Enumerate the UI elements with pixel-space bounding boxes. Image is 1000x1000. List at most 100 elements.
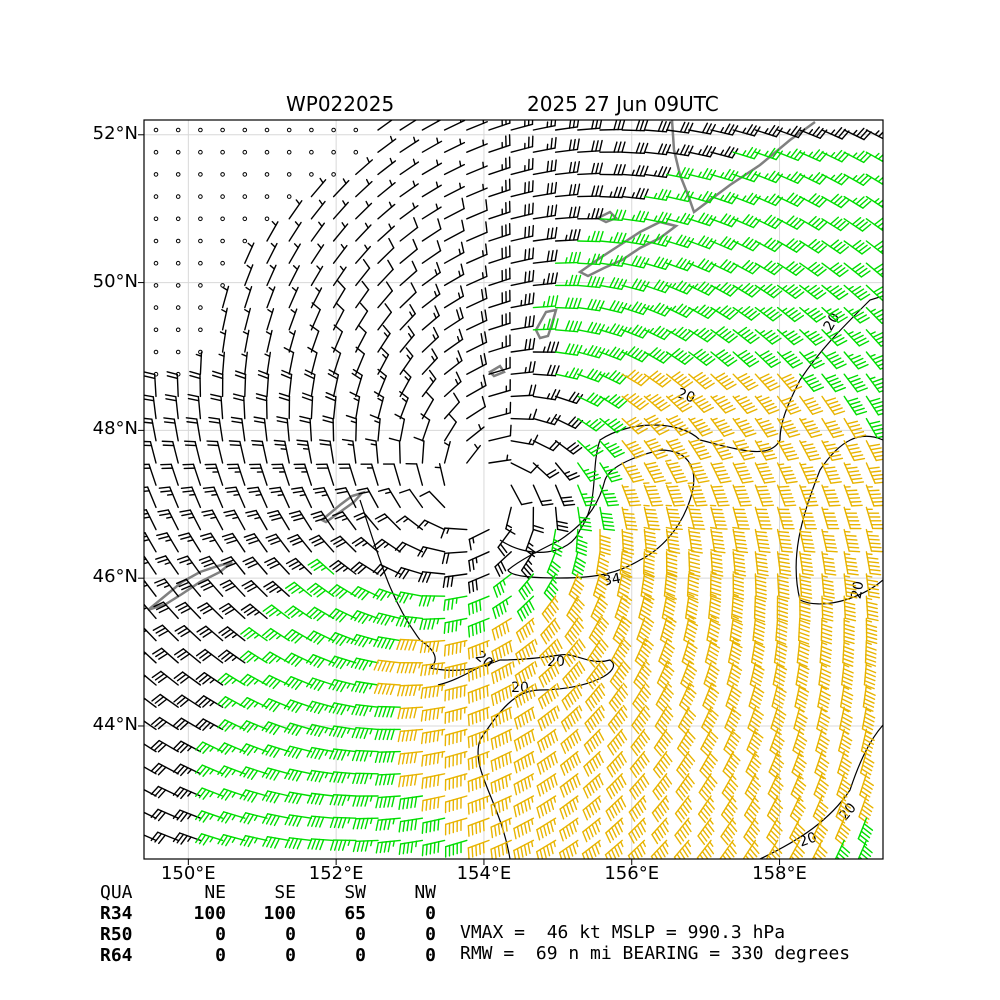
wind-barb (421, 240, 442, 264)
wind-barb (554, 484, 576, 507)
wind-barb (627, 839, 647, 859)
wind-barb (543, 573, 559, 602)
wind-barb (399, 488, 424, 509)
wind-barb (510, 269, 535, 287)
wind-barb (513, 750, 535, 774)
contour-20kt-bottom (759, 724, 883, 859)
wind-barb (799, 440, 822, 461)
wind-barb (443, 285, 465, 309)
wind-barb (838, 706, 853, 735)
calm-circle (175, 238, 181, 244)
wind-barb (754, 124, 783, 138)
wind-barb (197, 602, 224, 620)
wind-barb (536, 773, 558, 797)
wind-barb (440, 527, 468, 539)
calm-circle (153, 238, 159, 244)
lat-label: 50°N (92, 270, 138, 292)
wind-barb (467, 750, 490, 771)
wind-barb (698, 773, 718, 801)
wind-barb (858, 795, 874, 824)
wind-barb (156, 532, 179, 553)
wind-barb (284, 837, 313, 850)
wind-barb (180, 486, 202, 509)
wind-barb (172, 763, 202, 777)
wind-barb (865, 306, 883, 324)
wind-barb (397, 684, 424, 697)
wind-barb (307, 838, 335, 851)
wind-barb (577, 230, 604, 243)
wind-barb (377, 201, 396, 220)
wind-barb (310, 243, 325, 264)
wind-barb (799, 573, 813, 599)
wind-barb (351, 680, 379, 694)
wind-barb (185, 417, 202, 442)
wind-barb (263, 580, 290, 597)
wind-barb (792, 728, 808, 757)
wind-barb (776, 192, 806, 207)
wind-barb (373, 391, 385, 420)
wind-barb (754, 373, 781, 392)
kuril-island-shumshu (595, 210, 619, 224)
wind-barb (421, 137, 443, 153)
wind-barb (732, 282, 761, 298)
wind-barb (843, 262, 871, 278)
wind-barb (532, 204, 558, 220)
wind-barb (560, 728, 582, 754)
wind-barb (488, 200, 511, 220)
wind-barb (264, 351, 272, 375)
wind-barb (865, 462, 883, 484)
wind-barb (466, 199, 488, 220)
wind-barb (352, 817, 379, 830)
wind-barb (776, 125, 806, 139)
wind-barb (174, 648, 202, 664)
calm-circle (175, 305, 181, 310)
wind-barb (791, 750, 807, 780)
wind-barb (419, 617, 446, 631)
wind-barb (510, 135, 534, 153)
wind-barb (510, 180, 534, 198)
wind-barb (152, 647, 179, 664)
wind-barb (746, 728, 764, 758)
wind-barb (688, 190, 717, 204)
wind-barb (198, 555, 224, 575)
wind-barb (843, 484, 863, 507)
wind-barb (732, 549, 747, 577)
wind-barb (799, 238, 827, 254)
wind-barb (466, 139, 488, 153)
wind-barb (510, 484, 533, 506)
wind-barb (219, 579, 246, 597)
wind-barb (418, 571, 446, 583)
wind-barb (332, 200, 349, 220)
wind-barb (821, 528, 838, 553)
wind-barb (532, 462, 560, 479)
wind-barb (769, 728, 785, 758)
row-label: R50 (100, 924, 133, 945)
wind-barb (710, 168, 739, 182)
wind-barb (687, 526, 703, 554)
wind-barb (752, 617, 766, 646)
wind-barb (586, 660, 609, 690)
wind-barb (773, 639, 788, 668)
wind-barb (306, 792, 335, 806)
wind-barb (865, 595, 879, 622)
wind-barb (421, 218, 442, 242)
wind-barb (577, 417, 605, 432)
wind-barb (709, 571, 722, 600)
wind-barb (821, 216, 850, 232)
wind-barb (697, 817, 715, 845)
wind-barb (665, 371, 694, 389)
wind-barb (821, 262, 849, 278)
wind-barb (754, 147, 784, 161)
wind-barb (688, 327, 716, 343)
wind-barb (421, 795, 446, 812)
wind-barb (821, 172, 850, 186)
wind-barb (420, 706, 446, 722)
wind-barb (375, 839, 401, 854)
wind-barb (325, 391, 337, 420)
calm-circle (264, 127, 270, 133)
wind-barb (195, 648, 224, 664)
wind-barb (643, 211, 672, 224)
wind-barb (710, 236, 739, 251)
wind-barb (399, 180, 419, 198)
wind-barb (536, 795, 557, 819)
